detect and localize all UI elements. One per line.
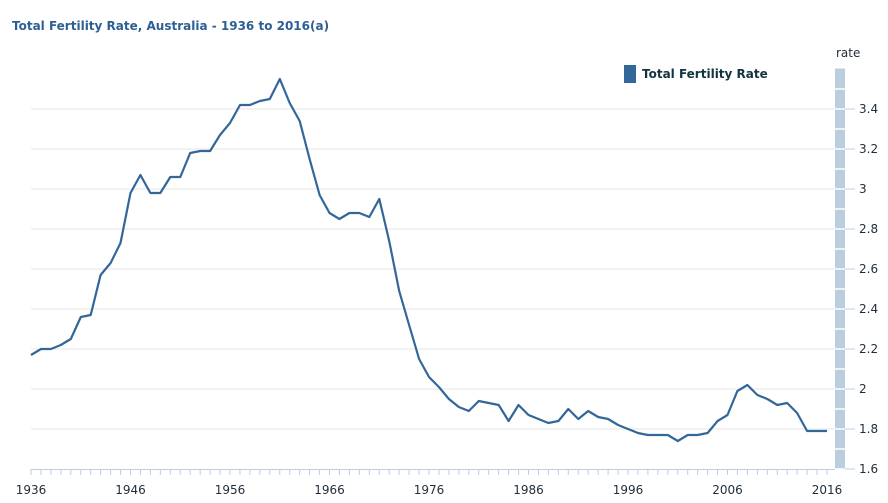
y-tick-label: 3.2: [859, 142, 878, 156]
x-tick-label: 1976: [414, 483, 445, 497]
y-axis-label: rate: [836, 46, 860, 60]
x-tick-label: 2016: [812, 483, 843, 497]
x-tick-label: 1966: [314, 483, 345, 497]
x-tick-label: 1946: [115, 483, 146, 497]
legend-label[interactable]: Total Fertility Rate: [642, 67, 768, 81]
chart-title: Total Fertility Rate, Australia - 1936 t…: [12, 19, 330, 33]
y-tick-label: 2: [859, 382, 867, 396]
y-tick-label: 3.4: [859, 102, 878, 116]
y-tick-label: 1.8: [859, 422, 878, 436]
y-tick-label: 2.2: [859, 342, 878, 356]
x-tick-label: 1936: [16, 483, 47, 497]
x-tick-label: 2006: [712, 483, 743, 497]
y-tick-label: 2.8: [859, 222, 878, 236]
series-line-total-fertility-rate: [30, 77, 827, 443]
legend-swatch: [624, 65, 636, 83]
x-tick-label: 1986: [513, 483, 544, 497]
y-tick-label: 3: [859, 182, 867, 196]
y-tick-label: 1.6: [859, 462, 878, 476]
y-tick-label: 2.6: [859, 262, 878, 276]
y-tick-label: 2.4: [859, 302, 878, 316]
x-tick-label: 1996: [613, 483, 644, 497]
x-tick-label: 1956: [215, 483, 246, 497]
